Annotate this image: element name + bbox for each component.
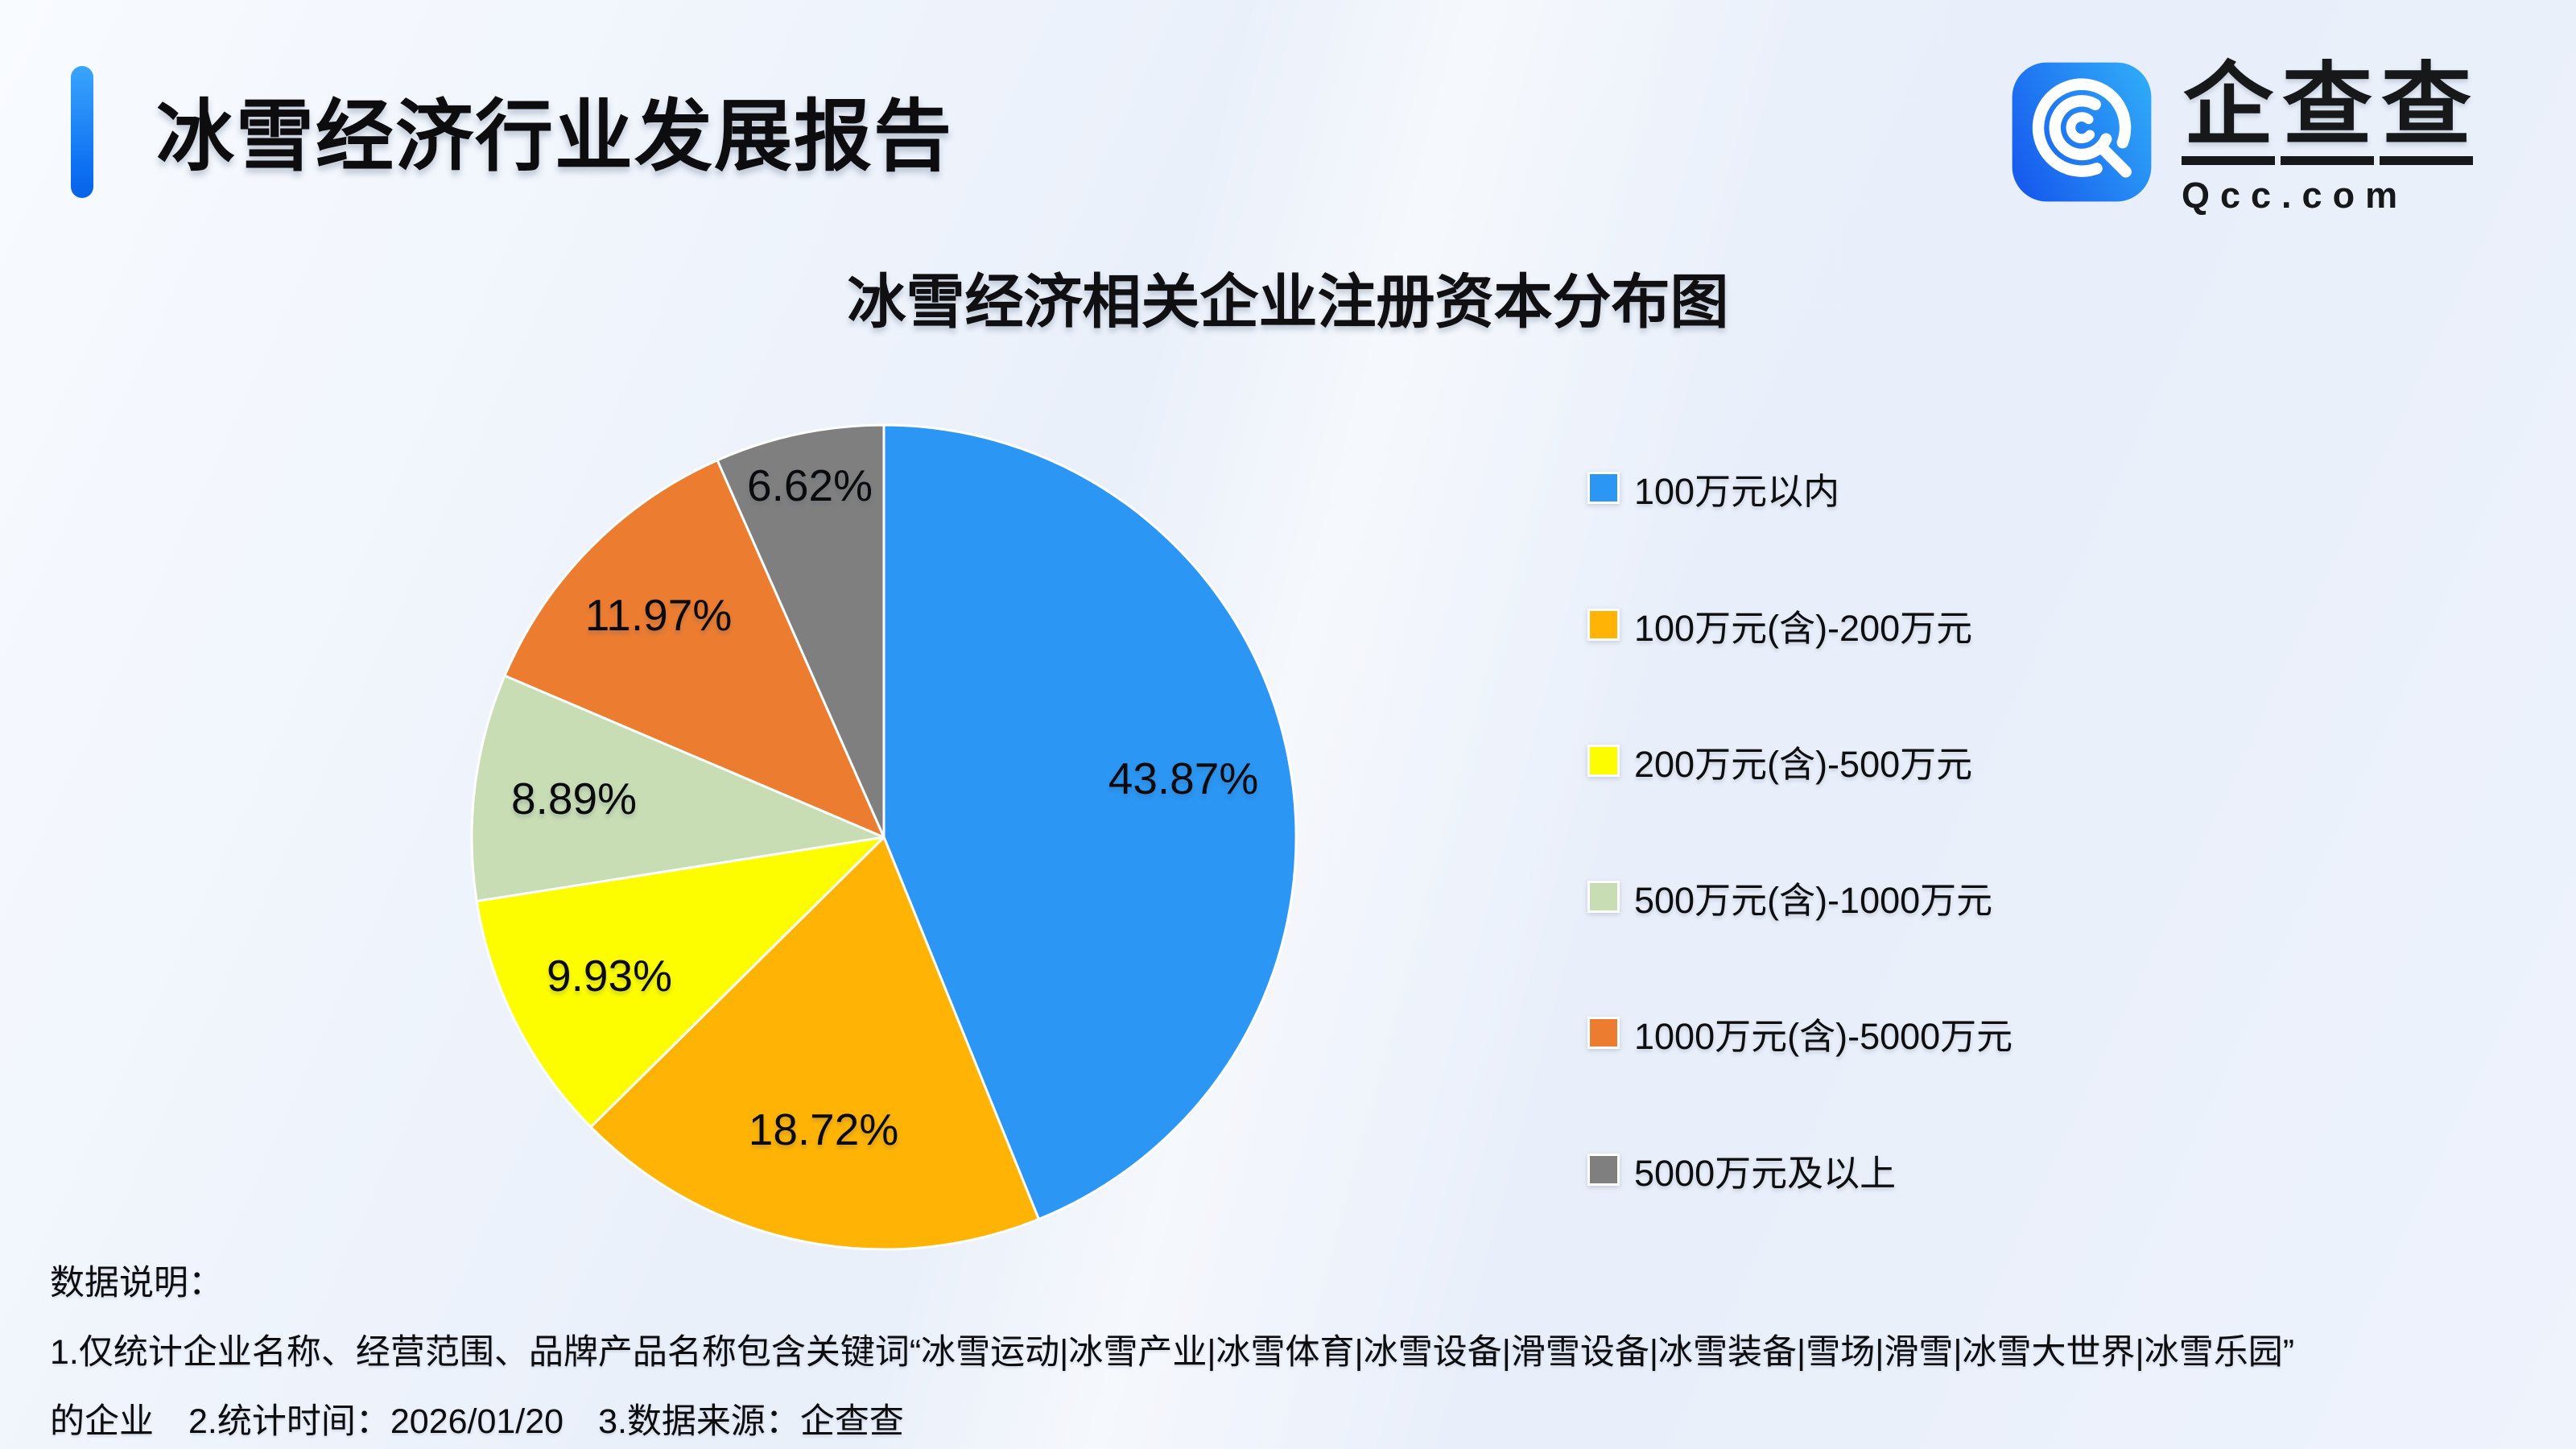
logo-char: 企 [2182, 59, 2275, 166]
legend-item-3[interactable]: 200万元(含)-500万元 [1587, 738, 1972, 785]
title-accent-bar [71, 66, 93, 198]
pie-slice-5[interactable] [503, 459, 886, 839]
legend-label: 500万元(含)-1000万元 [1634, 879, 1993, 921]
pie-slice-1[interactable] [882, 423, 1298, 1220]
legend-item-2[interactable]: 100万元(含)-200万元 [1587, 602, 1972, 649]
legend-label: 200万元(含)-500万元 [1634, 743, 1973, 785]
pie-slice-3[interactable] [475, 836, 886, 1129]
qcc-magnifier-icon [2012, 62, 2152, 202]
legend-label: 100万元以内 [1634, 470, 1840, 512]
qcc-logo-wordmark: 企 查 查 [2182, 59, 2479, 166]
qcc-logo: 企 查 查 Qcc.com [2009, 59, 2479, 217]
logo-char: 查 [2281, 59, 2374, 166]
legend-swatch [1587, 881, 1620, 913]
pie-slice-6[interactable] [716, 423, 886, 839]
qcc-domain-text: Qcc.com [2182, 175, 2409, 217]
report-title: 冰雪经济行业发展报告 [156, 93, 953, 180]
footer-note-line2: 的企业 2.统计时间：2026/01/20 3.数据来源：企查查 [50, 1402, 904, 1441]
legend-label: 5000万元及以上 [1634, 1152, 1897, 1194]
pie-slice-2[interactable] [589, 836, 1040, 1251]
logo-char: 查 [2380, 59, 2473, 166]
legend-item-5[interactable]: 1000万元(含)-5000万元 [1587, 1010, 2013, 1057]
legend-swatch [1587, 472, 1620, 504]
footer-heading: 数据说明： [50, 1264, 223, 1302]
pie-slice-4[interactable] [470, 674, 886, 902]
qcc-logo-text: 企 查 查 Qcc.com [2182, 59, 2479, 217]
legend-swatch [1587, 745, 1620, 777]
legend-swatch [1587, 609, 1620, 641]
legend-label: 1000万元(含)-5000万元 [1634, 1015, 2013, 1057]
legend-swatch [1587, 1017, 1620, 1049]
legend-label: 100万元(含)-200万元 [1634, 607, 1973, 649]
legend-item-4[interactable]: 500万元(含)-1000万元 [1587, 874, 1992, 921]
legend-item-6[interactable]: 5000万元及以上 [1587, 1147, 1896, 1194]
legend-item-1[interactable]: 100万元以内 [1587, 465, 1839, 512]
chart-title: 冰雪经济相关企业注册资本分布图 [847, 270, 1729, 335]
footer-note-line1: 1.仅统计企业名称、经营范围、品牌产品名称包含关键词“冰雪运动|冰雪产业|冰雪体… [50, 1333, 2295, 1372]
legend-swatch [1587, 1154, 1620, 1186]
